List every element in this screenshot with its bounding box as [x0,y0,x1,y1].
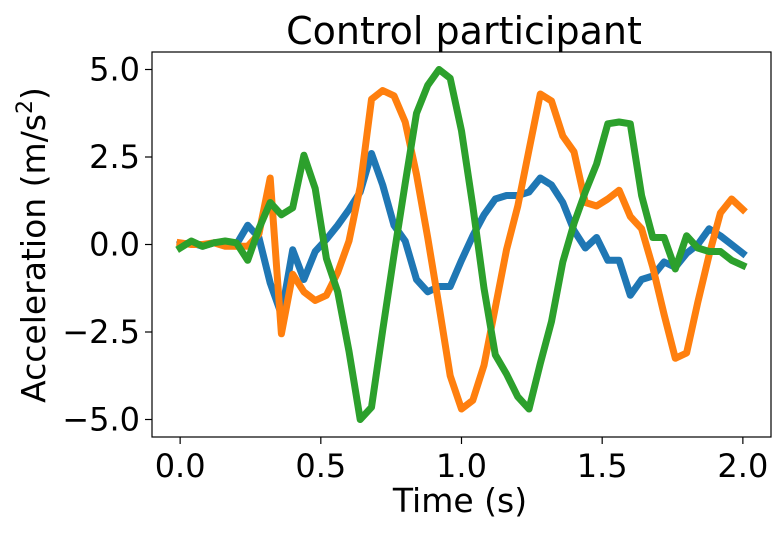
x-tick-label: 0.5 [295,447,346,485]
x-axis-ticks: 0.0 0.5 1.0 1.5 2.0 [155,437,768,485]
y-tick-label: 0.0 [89,226,140,264]
y-tick-label: 2.5 [89,138,140,176]
series-line-1 [176,150,748,318]
y-axis-label-main: Acceleration (m/s [14,114,53,403]
series-layer [175,66,748,423]
y-axis-label-superscript: 2 [13,100,38,114]
x-axis-label: Time (s) [392,481,527,520]
x-tick-label: 2.0 [717,447,768,485]
x-tick-label: 1.5 [577,447,628,485]
series-line-3 [175,66,748,423]
y-tick-label: 5.0 [89,51,140,89]
chart-title: Control participant [286,9,642,53]
series-line-2 [176,87,748,413]
x-tick-label: 0.0 [155,447,206,485]
y-tick-label: −2.5 [62,313,140,351]
y-axis-label-close: ) [14,87,53,100]
x-tick-label: 1.0 [436,447,487,485]
y-axis-label: Acceleration (m/s2) [13,87,53,403]
y-tick-label: −5.0 [62,401,140,439]
y-axis-ticks: 5.0 2.5 0.0 −2.5 −5.0 [62,51,152,439]
